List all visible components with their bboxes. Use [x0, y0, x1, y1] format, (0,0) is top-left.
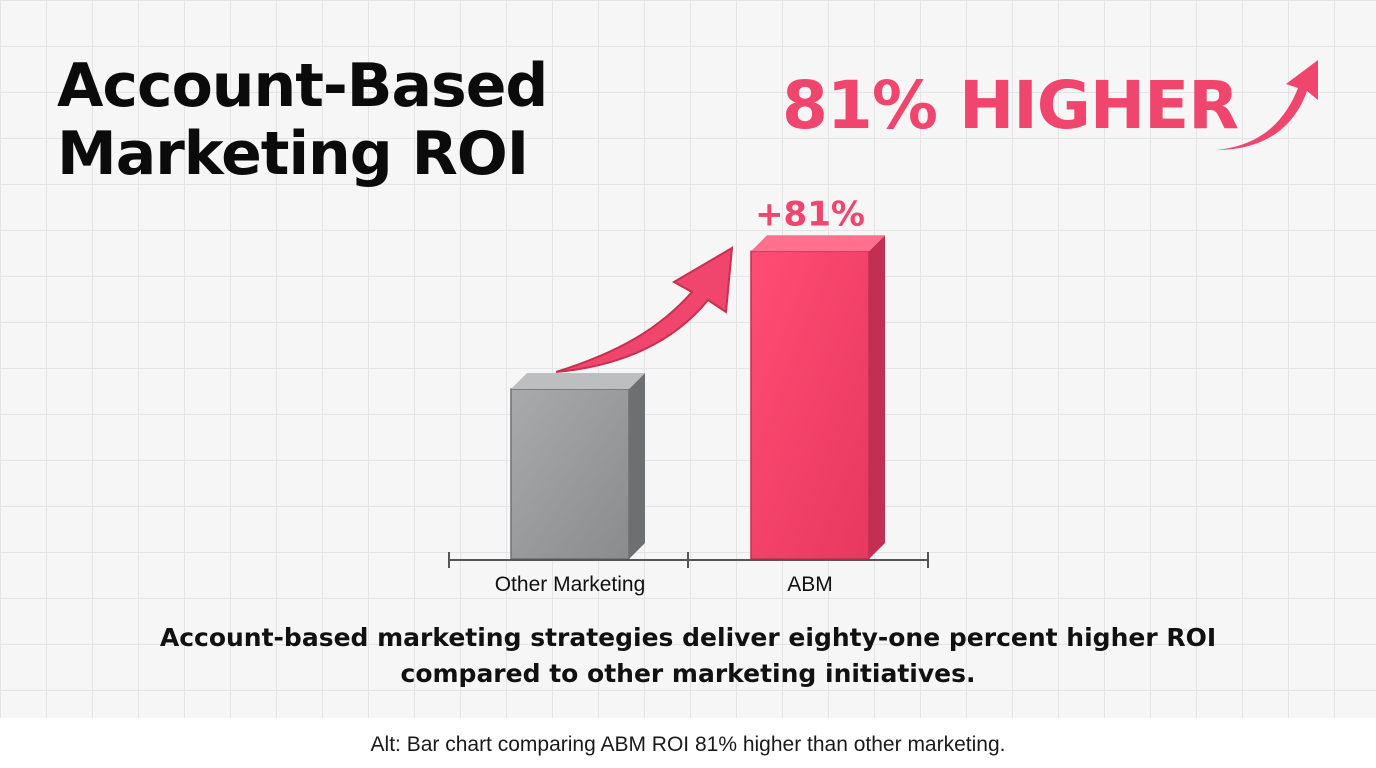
- alt-text: Alt: Bar chart comparing ABM ROI 81% hig…: [370, 733, 1006, 756]
- caption-line-1: Account-based marketing strategies deliv…: [159, 623, 1217, 652]
- bar-abm: [750, 235, 885, 560]
- headline-stat: 81% HIGHER: [782, 67, 1239, 144]
- caption-line-2: compared to other marketing initiatives.: [400, 659, 976, 688]
- x-tick-label-abm: ABM: [787, 573, 833, 596]
- chart-title: Account-Based Marketing ROI: [57, 52, 697, 188]
- growth-arrow-icon: [555, 246, 734, 373]
- title-line-2: Marketing ROI: [57, 119, 529, 189]
- x-axis: [448, 552, 929, 568]
- trend-arrow-up-right-icon: [1216, 60, 1318, 150]
- caption: Account-based marketing strategies deliv…: [0, 620, 1376, 692]
- title-line-1: Account-Based: [57, 51, 548, 121]
- data-label-abm: +81%: [755, 194, 865, 234]
- bar-chart: Other Marketing ABM +81%: [448, 194, 929, 596]
- alt-text-bar: [0, 718, 1376, 768]
- bar-other-marketing: [510, 373, 645, 560]
- x-tick-label-other-marketing: Other Marketing: [495, 573, 646, 596]
